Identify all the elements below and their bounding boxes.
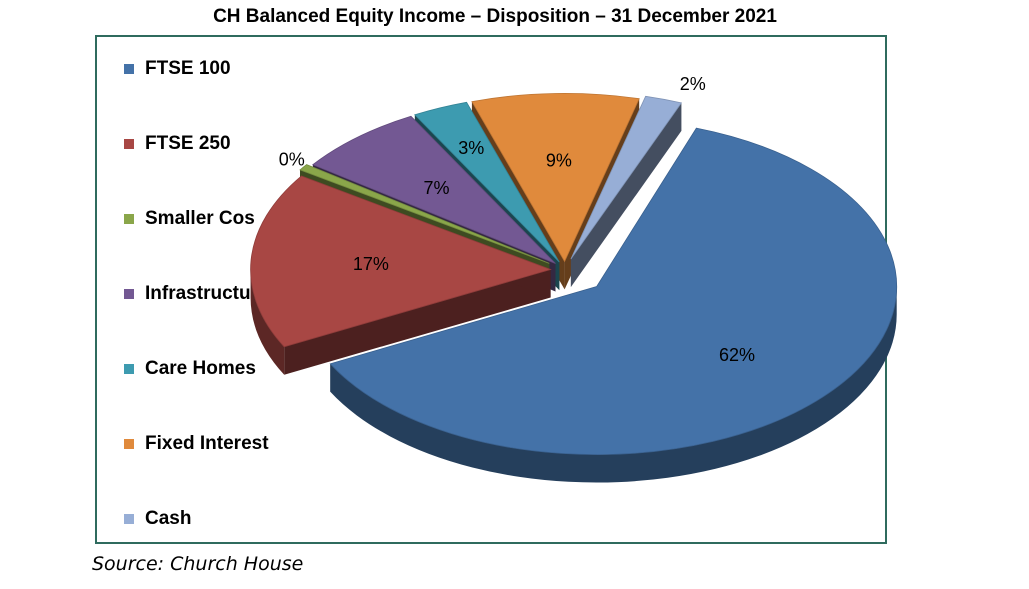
legend-swatch <box>124 139 134 149</box>
slice-top-infrastructure <box>312 115 556 264</box>
slice-outer-wall <box>330 286 897 483</box>
legend-label: Cash <box>145 508 192 529</box>
legend-swatch <box>124 439 134 449</box>
slice-outer-wall <box>250 269 285 375</box>
slice-side-wall <box>284 269 551 375</box>
legend-swatch <box>124 514 134 524</box>
source-note: Source: Church House <box>92 553 304 575</box>
data-label-infrastructure: 7% <box>423 178 449 198</box>
legend-item-ftse-250: FTSE 250 <box>124 133 231 155</box>
legend-label: Fixed Interest <box>145 433 269 454</box>
legend-label: FTSE 250 <box>145 133 231 154</box>
legend-label: Care Homes <box>145 358 256 379</box>
legend-item-cash: Cash <box>124 508 191 530</box>
slice-top-ftse-250 <box>250 175 552 348</box>
data-label-care-homes: 3% <box>458 138 484 158</box>
legend-swatch <box>124 364 134 374</box>
legend-item-ftse-100: FTSE 100 <box>124 58 231 80</box>
legend-item-care-homes: Care Homes <box>124 358 256 380</box>
data-label-fixed-interest: 9% <box>546 151 572 171</box>
legend-label: Smaller Cos <box>145 208 255 229</box>
legend-item-infrastructure: Infrastructure <box>124 283 269 305</box>
legend-label: Infrastructure <box>145 283 269 304</box>
chart-title: CH Balanced Equity Income – Disposition … <box>213 6 777 27</box>
data-label-ftse-100: 62% <box>719 345 755 365</box>
slice-top-cash <box>570 95 683 260</box>
legend-label: FTSE 100 <box>145 58 231 79</box>
legend-item-smaller-cos: Smaller Cos <box>124 208 255 230</box>
slice-top-fixed-interest <box>471 93 640 263</box>
legend-swatch <box>124 289 134 299</box>
legend-item-fixed-interest: Fixed Interest <box>124 433 269 455</box>
slice-top-smaller-cos <box>299 164 550 264</box>
legend-swatch <box>124 214 134 224</box>
data-label-smaller-cos: 0% <box>279 150 305 170</box>
slice-top-ftse-100 <box>329 127 898 455</box>
data-label-ftse-250: 17% <box>353 254 389 274</box>
slice-top-care-homes <box>414 101 560 263</box>
slice-side-wall <box>570 102 682 288</box>
chart-legend: FTSE 100 FTSE 250 Smaller Cos Infrastructur… <box>124 58 334 538</box>
legend-swatch <box>124 64 134 74</box>
data-label-cash: 2% <box>680 74 706 94</box>
